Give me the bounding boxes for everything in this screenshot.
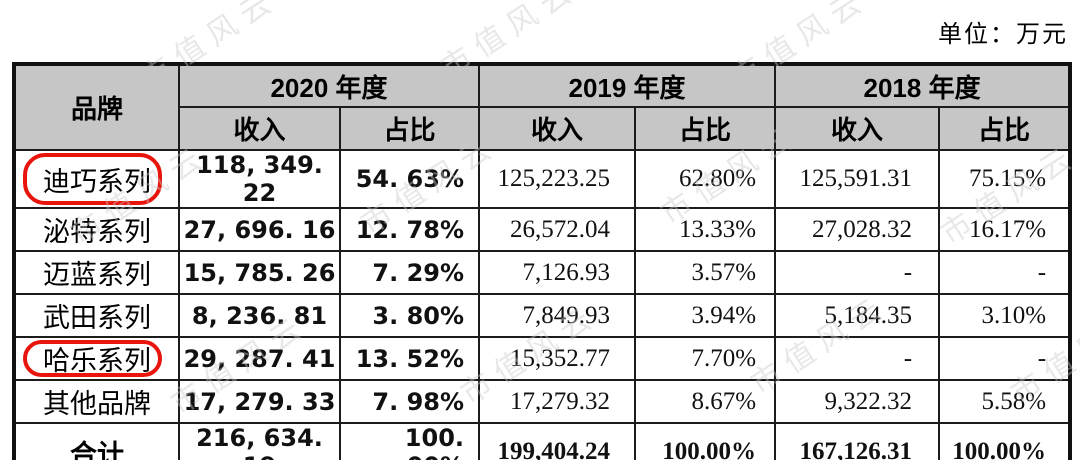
column-header-year-2020: 2020 年度 <box>177 63 481 108</box>
share-cell: 100.00% <box>634 422 777 460</box>
column-header-share: 占比 <box>634 106 777 151</box>
brand-label: 泌特系列 <box>43 217 151 247</box>
revenue-cell: - <box>774 336 941 381</box>
column-header-share: 占比 <box>338 106 481 151</box>
revenue-cell: 27,028.32 <box>774 207 941 252</box>
brand-cell: 哈乐系列 <box>13 336 180 381</box>
brand-cell: 迪巧系列 <box>13 149 180 209</box>
share-cell: 100.00% <box>938 422 1072 460</box>
brand-cell: 武田系列 <box>13 293 180 338</box>
revenue-cell: 17, 279. 33 <box>178 379 341 424</box>
revenue-cell: 9,322.32 <box>774 379 941 424</box>
revenue-cell: 167,126.31 <box>774 422 941 460</box>
share-cell: - <box>938 250 1072 295</box>
revenue-cell: 26,572.04 <box>478 207 637 252</box>
column-header-revenue: 收入 <box>178 106 341 151</box>
share-cell: 16.17% <box>938 207 1072 252</box>
share-cell: 3.57% <box>634 250 777 295</box>
brand-cell: 迈蓝系列 <box>13 250 180 295</box>
share-cell: 7.70% <box>634 336 777 381</box>
share-cell: - <box>938 336 1072 381</box>
table-row: 迈蓝系列 15, 785. 26 7. 29% 7,126.93 3.57% -… <box>13 250 1072 295</box>
column-header-revenue: 收入 <box>478 106 637 151</box>
brand-label: 迪巧系列 <box>43 166 151 197</box>
table-total-row: 合计 216, 634. 19 100. 00% 199,404.24 100.… <box>13 422 1072 460</box>
brand-cell: 泌特系列 <box>13 207 180 252</box>
column-header-year-2018: 2018 年度 <box>774 63 1072 108</box>
table-row: 武田系列 8, 236. 81 3. 80% 7,849.93 3.94% 5,… <box>13 293 1072 338</box>
share-cell: 7. 98% <box>338 379 481 424</box>
share-cell: 3.94% <box>634 293 777 338</box>
unit-label: 单位：万元 <box>938 21 1068 48</box>
brand-label: 武田系列 <box>43 303 151 333</box>
table-row: 迪巧系列 118, 349. 22 54. 63% 125,223.25 62.… <box>13 149 1072 209</box>
table-row: 泌特系列 27, 696. 16 12. 78% 26,572.04 13.33… <box>13 207 1072 252</box>
share-cell: 7. 29% <box>338 250 481 295</box>
revenue-cell: 125,223.25 <box>478 149 637 209</box>
revenue-cell: 8, 236. 81 <box>178 293 341 338</box>
brand-label: 哈乐系列 <box>43 346 151 376</box>
share-cell: 62.80% <box>634 149 777 209</box>
share-cell: 54. 63% <box>338 149 481 209</box>
revenue-cell: 5,184.35 <box>774 293 941 338</box>
revenue-cell: 199,404.24 <box>478 422 637 460</box>
revenue-cell: 27, 696. 16 <box>178 207 341 252</box>
revenue-cell: 125,591.31 <box>774 149 941 209</box>
revenue-cell: - <box>774 250 941 295</box>
column-header-share: 占比 <box>938 106 1072 151</box>
brand-cell: 其他品牌 <box>13 379 180 424</box>
revenue-cell: 17,279.32 <box>478 379 637 424</box>
revenue-cell: 216, 634. 19 <box>178 422 341 460</box>
column-header-revenue: 收入 <box>774 106 941 151</box>
share-cell: 3. 80% <box>338 293 481 338</box>
brand-label: 迈蓝系列 <box>43 260 151 290</box>
share-cell: 100. 00% <box>338 422 481 460</box>
share-cell: 75.15% <box>938 149 1072 209</box>
share-cell: 3.10% <box>938 293 1072 338</box>
revenue-cell: 7,849.93 <box>478 293 637 338</box>
column-header-brand: 品牌 <box>13 63 180 151</box>
share-cell: 13.33% <box>634 207 777 252</box>
table-row: 哈乐系列 29, 287. 41 13. 52% 15,352.77 7.70%… <box>13 336 1072 381</box>
share-cell: 13. 52% <box>338 336 481 381</box>
revenue-cell: 15,352.77 <box>478 336 637 381</box>
share-cell: 5.58% <box>938 379 1072 424</box>
brand-cell: 合计 <box>13 422 180 460</box>
revenue-cell: 7,126.93 <box>478 250 637 295</box>
table-row: 其他品牌 17, 279. 33 7. 98% 17,279.32 8.67% … <box>13 379 1072 424</box>
revenue-cell: 29, 287. 41 <box>178 336 341 381</box>
revenue-cell: 15, 785. 26 <box>178 250 341 295</box>
brand-label: 其他品牌 <box>43 389 151 419</box>
column-header-year-2019: 2019 年度 <box>478 63 777 108</box>
revenue-cell: 118, 349. 22 <box>178 149 341 209</box>
brand-revenue-table: 品牌 2020 年度 2019 年度 2018 年度 收入 占比 收入 占比 收… <box>12 62 1073 460</box>
share-cell: 12. 78% <box>338 207 481 252</box>
total-label: 合计 <box>70 439 124 460</box>
share-cell: 8.67% <box>634 379 777 424</box>
